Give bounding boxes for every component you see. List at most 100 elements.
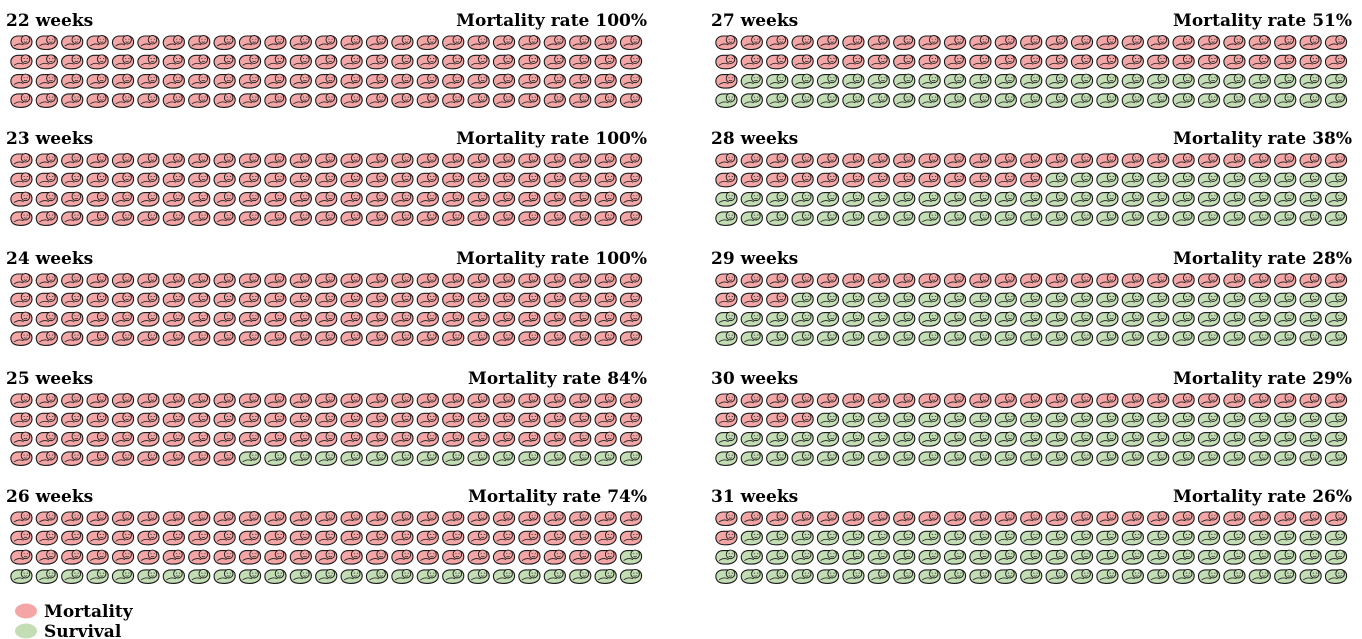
survival-baby-icon	[1096, 210, 1119, 226]
mortality-baby-icon	[1197, 35, 1221, 51]
survival-baby-icon	[1248, 549, 1271, 565]
legend: Mortality Survival	[15, 602, 134, 639]
mortality-baby-icon	[594, 330, 617, 346]
survival-baby-icon	[1070, 73, 1094, 89]
survival-baby-icon	[1223, 549, 1246, 565]
mortality-baby-icon	[365, 311, 389, 327]
survival-baby-icon	[766, 549, 789, 565]
mortality-baby-icon	[543, 210, 566, 226]
survival-baby-icon	[1020, 412, 1043, 428]
panel-27-weeks: 27 weeks Mortality rate 51%	[711, 11, 1352, 108]
survival-baby-icon	[1070, 210, 1094, 226]
mortality-baby-icon	[442, 549, 465, 565]
mortality-baby-icon	[1197, 393, 1221, 409]
mortality-baby-icon	[162, 511, 185, 527]
survival-baby-icon	[969, 549, 992, 565]
survival-baby-icon	[1223, 311, 1246, 327]
mortality-baby-icon	[137, 35, 160, 51]
survival-baby-icon	[1223, 450, 1246, 466]
mortality-baby-icon	[791, 393, 814, 409]
mortality-baby-icon	[943, 172, 967, 188]
mortality-baby-icon	[492, 172, 516, 188]
mortality-baby-icon	[1223, 153, 1246, 169]
survival-baby-icon	[1070, 330, 1094, 346]
mortality-baby-icon	[543, 153, 566, 169]
icon-grid	[715, 511, 1348, 584]
mortality-baby-icon	[264, 153, 287, 169]
survival-baby-icon	[740, 311, 763, 327]
mortality-baby-icon	[137, 172, 160, 188]
mortality-rate-value: 84%	[607, 369, 647, 389]
survival-baby-icon	[315, 450, 338, 466]
mortality-baby-icon	[492, 431, 516, 447]
mortality-baby-icon	[969, 273, 992, 289]
mortality-baby-icon	[518, 172, 541, 188]
mortality-baby-icon	[416, 530, 439, 546]
mortality-baby-icon	[340, 73, 363, 89]
mortality-baby-icon	[569, 35, 592, 51]
survival-baby-icon	[1274, 568, 1297, 584]
mortality-baby-icon	[238, 191, 262, 207]
mortality-baby-icon	[715, 393, 738, 409]
survival-baby-icon	[1324, 568, 1348, 584]
survival-baby-icon	[943, 412, 967, 428]
survival-baby-icon	[391, 450, 414, 466]
mortality-baby-icon	[893, 172, 916, 188]
survival-baby-icon	[594, 568, 617, 584]
survival-baby-icon	[842, 292, 865, 308]
mortality-baby-icon	[162, 54, 185, 70]
survival-baby-icon	[969, 191, 992, 207]
survival-baby-icon	[893, 191, 916, 207]
mortality-baby-icon	[1096, 35, 1119, 51]
mortality-baby-icon	[1248, 54, 1271, 70]
mortality-baby-icon	[1324, 511, 1348, 527]
mortality-baby-icon	[416, 431, 439, 447]
survival-baby-icon	[1274, 530, 1297, 546]
survival-baby-icon	[715, 450, 738, 466]
survival-baby-icon	[569, 568, 592, 584]
mortality-baby-icon	[543, 330, 566, 346]
mortality-baby-icon	[492, 511, 516, 527]
survival-baby-icon	[1197, 549, 1221, 565]
mortality-baby-icon	[569, 393, 592, 409]
mortality-baby-icon	[619, 292, 643, 308]
survival-baby-icon	[1020, 530, 1043, 546]
mortality-baby-icon	[365, 273, 389, 289]
mortality-baby-icon	[137, 273, 160, 289]
survival-baby-icon	[740, 549, 763, 565]
legend-swatch-survival	[15, 623, 37, 639]
mortality-baby-icon	[86, 153, 109, 169]
mortality-baby-icon	[61, 311, 84, 327]
survival-baby-icon	[918, 311, 941, 327]
mortality-baby-icon	[340, 412, 363, 428]
mortality-baby-icon	[10, 273, 33, 289]
mortality-baby-icon	[518, 292, 541, 308]
mortality-baby-icon	[391, 73, 414, 89]
mortality-baby-icon	[10, 431, 33, 447]
mortality-baby-icon	[594, 210, 617, 226]
mortality-baby-icon	[162, 210, 185, 226]
mortality-baby-icon	[1020, 54, 1043, 70]
survival-baby-icon	[1147, 549, 1170, 565]
survival-baby-icon	[264, 568, 287, 584]
panel-title: 31 weeks	[711, 487, 798, 507]
mortality-baby-icon	[492, 393, 516, 409]
mortality-baby-icon	[715, 73, 738, 89]
mortality-baby-icon	[137, 393, 160, 409]
mortality-baby-icon	[1147, 153, 1170, 169]
mortality-baby-icon	[842, 393, 865, 409]
mortality-baby-icon	[467, 153, 490, 169]
mortality-baby-icon	[518, 73, 541, 89]
survival-baby-icon	[715, 330, 738, 346]
mortality-baby-icon	[594, 311, 617, 327]
survival-baby-icon	[619, 450, 643, 466]
survival-baby-icon	[1096, 568, 1119, 584]
mortality-baby-icon	[365, 54, 389, 70]
survival-baby-icon	[740, 210, 763, 226]
mortality-baby-icon	[740, 273, 763, 289]
mortality-baby-icon	[238, 210, 262, 226]
survival-baby-icon	[816, 292, 840, 308]
survival-baby-icon	[1324, 450, 1348, 466]
mortality-baby-icon	[543, 311, 566, 327]
mortality-baby-icon	[543, 431, 566, 447]
